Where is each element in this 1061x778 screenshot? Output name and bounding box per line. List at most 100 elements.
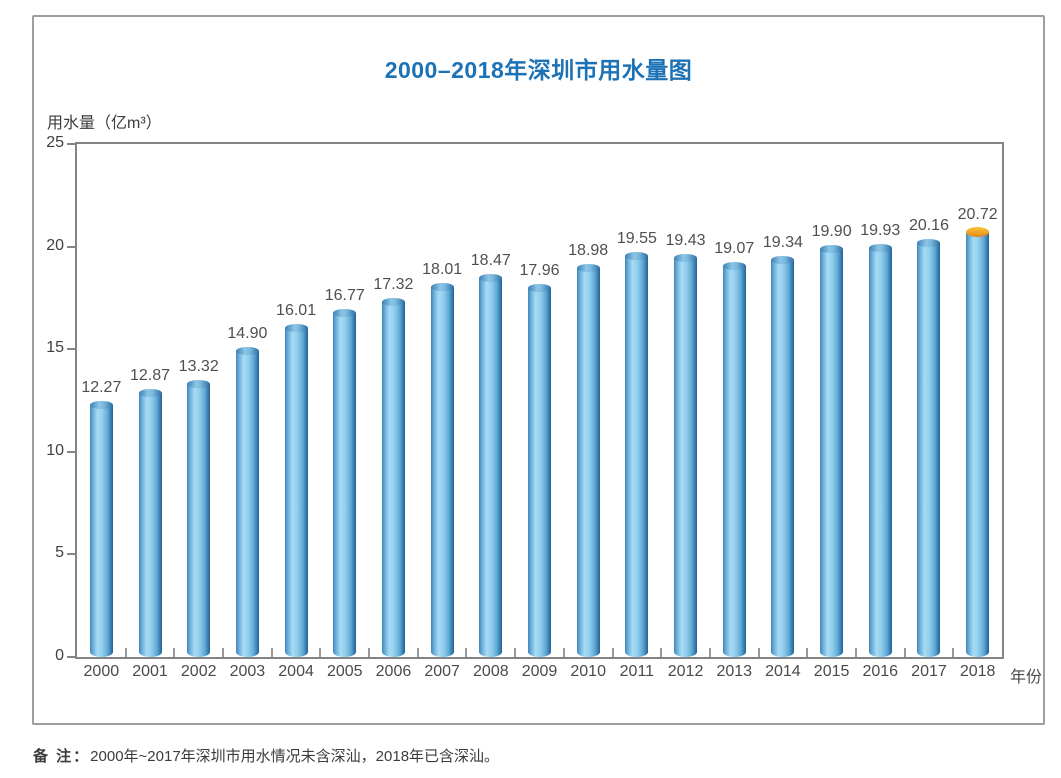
bar-value-label: 19.55 [616,229,657,247]
x-tick-label: 2010 [570,663,606,680]
y-tick-mark [67,245,75,248]
x-tick-label: 2006 [375,663,412,680]
bar-cap [820,244,844,253]
bar-2000 [89,401,113,657]
bar-value-label: 20.16 [908,217,949,235]
bar-cap [333,308,357,317]
bar-2015 [820,244,844,657]
bar-value-label: 12.27 [81,379,122,397]
bar-2014 [771,256,795,657]
bar-value-label: 14.90 [227,325,268,343]
x-tick-label: 2018 [959,663,996,680]
bar-value-label: 13.32 [178,357,219,375]
y-tick-label: 5 [55,544,64,562]
bar-value-label: 16.01 [276,302,317,320]
x-tick-mark [173,648,176,657]
bar-value-label: 17.96 [519,262,560,280]
bar-value-label: 19.90 [811,222,852,240]
y-tick-label: 20 [46,236,64,254]
bar-cap [479,274,503,282]
x-tick-mark [854,648,857,657]
footnote: 备 注：2000年~2017年深圳市用水情况未含深汕，2018年已含深汕。 [33,745,499,766]
x-tick-mark [514,648,517,657]
x-tick-mark [270,648,273,657]
bar-2009 [528,284,551,657]
x-tick-label: 2005 [326,663,363,680]
bar-cap [771,256,795,265]
x-tick-label: 2003 [229,663,266,680]
x-tick-mark [903,648,906,657]
bar-value-label: 17.32 [373,275,414,293]
bar-cap [625,251,649,260]
x-tick-mark [124,648,127,657]
bar-cap [235,347,259,356]
y-tick-label: 15 [46,339,64,357]
y-tick-mark [67,553,75,556]
bar-2010 [576,263,600,657]
y-tick-mark [67,656,75,658]
bar-value-label: 19.43 [665,232,706,250]
bar-value-label: 19.93 [860,222,901,240]
bar-value-label: 16.77 [324,286,365,304]
x-tick-mark [368,648,371,657]
bar-cap [89,401,113,410]
bar-cap [722,261,746,270]
bar-2012 [674,254,698,657]
x-tick-mark [660,648,663,657]
chart-title: 2000–2018年深圳市用水量图 [384,57,693,83]
bar-2004 [284,324,308,657]
bar-value-label: 18.98 [568,241,609,259]
bar-2018 [966,226,990,657]
x-tick-label: 2017 [911,663,947,680]
x-tick-label: 2015 [813,663,850,680]
bar-2017 [917,239,941,657]
y-tick-mark [67,143,75,145]
bar-value-label: 18.01 [422,261,463,279]
bar-2007 [430,283,454,657]
bar-2006 [381,297,405,657]
x-tick-label: 2011 [619,663,655,680]
bar-cap [528,284,551,293]
bar-value-label: 12.87 [129,366,171,384]
bar-cap [284,324,308,333]
bar-cap [576,263,600,272]
bar-2001 [138,388,162,657]
bar-2008 [479,274,503,657]
x-tick-mark [319,648,322,657]
y-tick-mark [67,450,75,453]
x-tick-label: 2014 [765,663,801,680]
bar-cap-highlight [966,226,990,237]
x-tick-label: 2000 [83,663,120,680]
x-tick-mark [708,648,711,657]
x-tick-mark [806,648,809,657]
y-tick-mark [67,348,75,351]
bar-value-label: 19.07 [714,239,755,257]
bar-2003 [235,347,259,657]
bar-2002 [187,379,211,657]
footnote-label: 备 注： [33,748,91,765]
bar-cap [138,388,162,397]
x-tick-label: 2002 [180,663,217,680]
bar-2011 [625,251,649,657]
bar-cap [674,254,698,263]
bar-2013 [722,261,746,657]
plot-area: 12.27 12.87 13.32 14.90 16.01 16.77 17.32 18.01… [75,142,1004,659]
bar-value-label: 18.47 [470,252,511,269]
chart-card: 2000–2018年深圳市用水量图 用水量（亿m³） 12.27 12.87 13.… [32,15,1045,725]
x-tick-label: 2004 [278,663,314,680]
x-axis-title: 年份 [1010,669,1043,686]
bar-cap [430,283,454,292]
x-tick-mark [757,648,760,657]
y-tick-label: 10 [46,441,64,459]
bar-value-label: 20.72 [957,205,998,223]
x-tick-label: 2001 [132,663,168,680]
x-tick-label: 2008 [473,663,509,680]
bar-value-label: 19.34 [762,234,803,252]
footnote-text: 2000年~2017年深圳市用水情况未含深汕，2018年已含深汕。 [90,748,500,765]
x-tick-mark [416,648,419,657]
x-tick-label: 2012 [667,663,704,680]
bar-2016 [868,244,892,657]
y-tick-label: 0 [55,647,64,664]
x-tick-label: 2007 [424,663,460,680]
